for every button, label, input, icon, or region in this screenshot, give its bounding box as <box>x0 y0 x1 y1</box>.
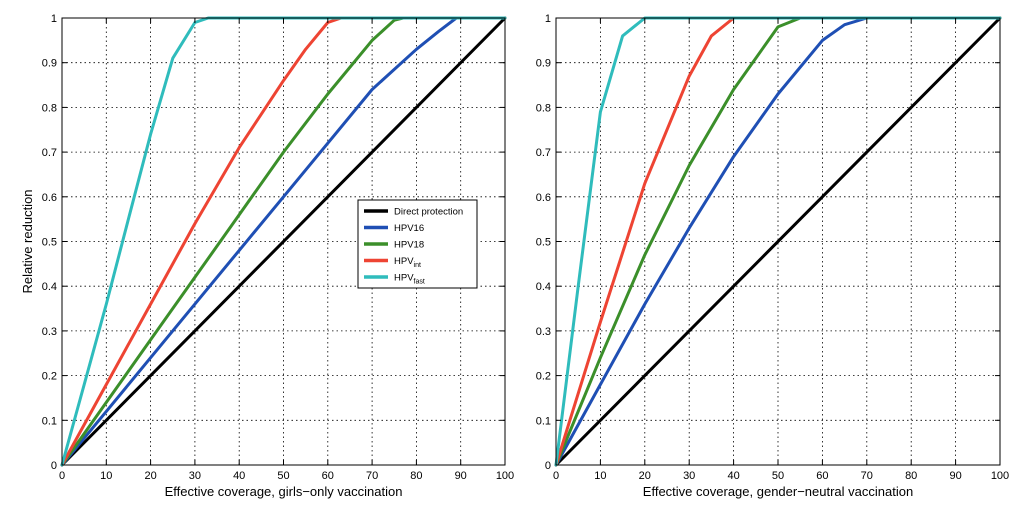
x-tick-label: 40 <box>727 470 739 482</box>
x-axis-title: Effective coverage, girls−only vaccinati… <box>165 484 403 499</box>
y-tick-label: 0.8 <box>42 102 57 114</box>
y-tick-label: 0.4 <box>536 281 551 293</box>
x-tick-label: 50 <box>772 470 784 482</box>
y-tick-label: 0.7 <box>536 147 551 159</box>
legend-entry-subscript: fast <box>414 279 425 286</box>
series-line-direct-protection <box>554 16 1002 467</box>
y-tick-label: 0.8 <box>536 102 551 114</box>
series-line-hpv16 <box>60 16 507 467</box>
y-axis-title: Relative reduction <box>20 189 35 293</box>
x-tick-label: 40 <box>233 470 245 482</box>
x-tick-label: 100 <box>496 470 514 482</box>
y-tick-label: 0.6 <box>536 192 551 204</box>
y-tick-label: 0.5 <box>42 237 57 249</box>
x-tick-label: 20 <box>639 470 651 482</box>
x-tick-label: 30 <box>683 470 695 482</box>
legend-entry-label: HPV18 <box>394 240 424 251</box>
x-tick-label: 20 <box>144 470 156 482</box>
x-tick-label: 90 <box>455 470 467 482</box>
legend-entry-label: Direct protection <box>394 207 463 218</box>
x-tick-label: 0 <box>553 470 559 482</box>
y-tick-label: 0.2 <box>536 371 551 383</box>
x-axis-title: Effective coverage, gender−neutral vacci… <box>643 484 913 499</box>
left-panel: 0 10 20 30 40 50 60 70 80 90 100 0 0.1 0.2 0.3 0.4 0.5 0.… <box>20 13 514 499</box>
x-tick-label: 70 <box>366 470 378 482</box>
y-tick-label: 0 <box>51 460 57 472</box>
y-tick-label: 0.9 <box>536 58 551 70</box>
x-tick-label: 10 <box>594 470 606 482</box>
y-tick-label: 0.3 <box>42 326 57 338</box>
x-tick-label: 50 <box>277 470 289 482</box>
legend-entry-subscript: int <box>414 262 421 269</box>
y-tick-label: 0.1 <box>536 415 551 427</box>
x-tick-label: 60 <box>322 470 334 482</box>
y-tick-label: 0.3 <box>536 326 551 338</box>
y-tick-label: 0.5 <box>536 237 551 249</box>
y-tick-label: 1 <box>545 13 551 25</box>
y-tick-label: 0.9 <box>42 58 57 70</box>
x-tick-label: 80 <box>905 470 917 482</box>
legend-entry-label: HPV16 <box>394 223 424 234</box>
x-tick-label: 30 <box>189 470 201 482</box>
y-tick-label: 0.6 <box>42 192 57 204</box>
y-tick-label: 0.4 <box>42 281 57 293</box>
series-line-hpvint <box>60 16 507 467</box>
right-panel: 0 10 20 30 40 50 60 70 80 90 100 0 0.1 0.2 0.3 0.4 0.5 0.… <box>536 13 1009 499</box>
x-tick-label: 80 <box>410 470 422 482</box>
x-tick-label: 10 <box>100 470 112 482</box>
y-tick-label: 0.2 <box>42 371 57 383</box>
series-line-hpvfast <box>60 16 507 467</box>
series-line-direct-protection <box>60 16 507 467</box>
x-tick-label: 60 <box>816 470 828 482</box>
y-tick-label: 0 <box>545 460 551 472</box>
series-line-hpv16 <box>554 16 1002 467</box>
x-tick-label: 0 <box>59 470 65 482</box>
x-tick-label: 70 <box>861 470 873 482</box>
x-tick-label: 100 <box>991 470 1009 482</box>
y-tick-label: 0.7 <box>42 147 57 159</box>
y-tick-label: 0.1 <box>42 415 57 427</box>
y-tick-label: 1 <box>51 13 57 25</box>
x-tick-label: 90 <box>949 470 961 482</box>
